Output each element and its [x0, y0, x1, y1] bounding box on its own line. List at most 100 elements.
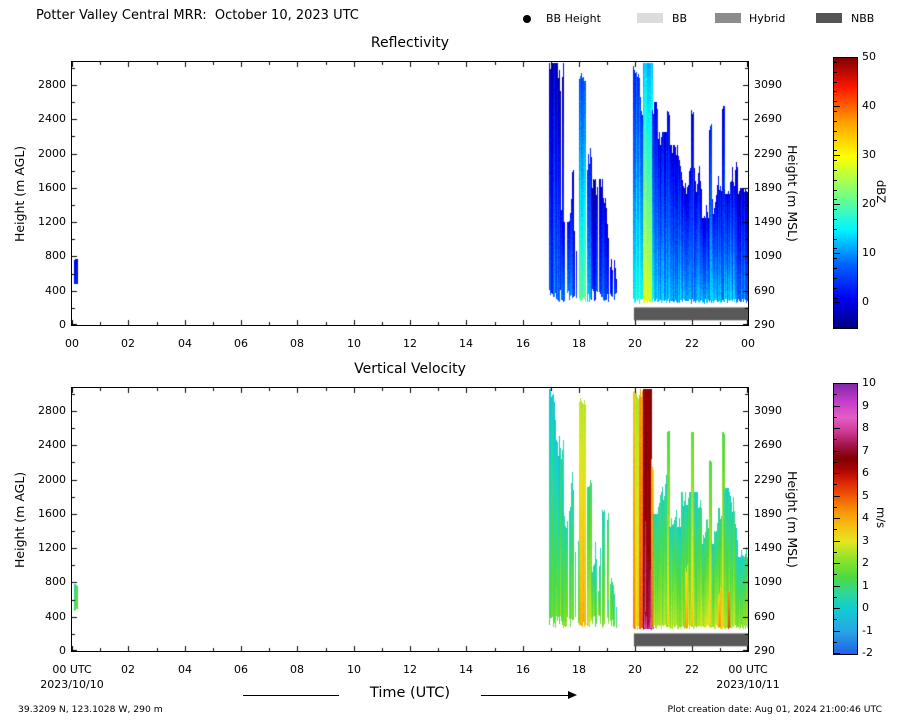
colorbar-tick-mark: [834, 608, 840, 609]
colorbar-tick-label: 4: [862, 511, 869, 524]
bb-swatch-icon: [637, 13, 663, 23]
agl-tick-label: 2400: [38, 438, 66, 451]
ms-colorbar: [833, 383, 858, 655]
colorbar-tick-mark: [834, 268, 837, 269]
colorbar-tick-mark: [834, 541, 840, 542]
colorbar-tick-mark: [834, 288, 837, 289]
colorbar-tick-mark: [834, 462, 837, 463]
colorbar-tick-mark: [834, 451, 840, 452]
time-tick-label: 08: [290, 337, 304, 350]
colorbar-tick-mark: [834, 383, 840, 384]
colorbar-tick-label: 2: [862, 556, 869, 569]
colorbar-tick-mark: [834, 170, 837, 171]
msl-tick-label: 2290: [754, 473, 782, 486]
agl-tick-label: 2800: [38, 78, 66, 91]
colorbar-tick-label: 10: [862, 376, 876, 389]
colorbar-tick-mark: [834, 552, 837, 553]
msl-tick-label: 1490: [754, 215, 782, 228]
colorbar-tick-mark: [834, 619, 837, 620]
time-tick-label: 18: [572, 337, 586, 350]
colorbar-tick-label: 5: [862, 489, 869, 502]
time-tick-label: 14: [459, 337, 473, 350]
agl-tick-label: 800: [45, 249, 66, 262]
colorbar-tick-mark: [834, 209, 837, 210]
colorbar-tick-mark: [834, 653, 840, 654]
colorbar-tick-label: 8: [862, 421, 869, 434]
colorbar-tick-mark: [834, 248, 837, 249]
msl-tick-label: 3090: [754, 404, 782, 417]
colorbar-tick-label: 10: [862, 246, 876, 259]
dbz-colorbar: [833, 57, 858, 329]
agl-tick-label: 1600: [38, 507, 66, 520]
colorbar-tick-label: 7: [862, 444, 869, 457]
colorbar-tick-label: 30: [862, 148, 876, 161]
nbb-swatch-icon: [816, 13, 842, 23]
time-arrow-line-left: [243, 695, 339, 696]
colorbar-tick-label: -2: [862, 646, 873, 659]
colorbar-tick-mark: [834, 631, 840, 632]
time-tick-label: 20: [628, 337, 642, 350]
colorbar-tick-mark: [834, 140, 837, 141]
reflectivity-msl-axis-label: Height (m MSL): [785, 145, 800, 242]
figure-title: Potter Valley Central MRR: October 10, 2…: [36, 8, 359, 23]
colorbar-tick-mark: [834, 507, 837, 508]
time-tick-label: 02: [121, 337, 135, 350]
colorbar-tick-mark: [834, 106, 840, 107]
agl-tick-label: 1600: [38, 181, 66, 194]
time-tick-label: 22: [685, 337, 699, 350]
colorbar-tick-mark: [834, 57, 840, 58]
msl-tick-label: 690: [754, 284, 775, 297]
colorbar-tick-mark: [834, 439, 837, 440]
colorbar-tick-mark: [834, 91, 837, 92]
time-tick-label: 04: [178, 337, 192, 350]
time-tick-label: 20: [628, 663, 642, 676]
colorbar-tick-label: 50: [862, 50, 876, 63]
legend-nbb-label: NBB: [851, 12, 875, 25]
colorbar-tick-mark: [834, 101, 837, 102]
colorbar-tick-mark: [834, 155, 840, 156]
agl-tick-label: 2000: [38, 147, 66, 160]
time-tick-label: 00 UTC: [728, 663, 768, 676]
colorbar-tick-mark: [834, 111, 837, 112]
start-date-label: 2023/10/10: [40, 678, 104, 691]
time-tick-label: 12: [403, 663, 417, 676]
time-tick-label: 10: [347, 337, 361, 350]
time-arrow-head-icon: [568, 691, 577, 699]
colorbar-tick-mark: [834, 529, 837, 530]
colorbar-tick-mark: [834, 484, 837, 485]
colorbar-tick-label: 0: [862, 601, 869, 614]
colorbar-tick-mark: [834, 394, 837, 395]
colorbar-tick-mark: [834, 406, 840, 407]
agl-tick-label: 1200: [38, 215, 66, 228]
time-tick-label: 00: [741, 337, 755, 350]
time-tick-label: 16: [516, 663, 530, 676]
agl-tick-label: 400: [45, 284, 66, 297]
time-tick-label: 02: [121, 663, 135, 676]
agl-tick-label: 2000: [38, 473, 66, 486]
colorbar-tick-mark: [834, 327, 837, 328]
dbz-unit-label: dBZ: [874, 180, 888, 204]
colorbar-tick-mark: [834, 258, 837, 259]
agl-tick-label: 2400: [38, 112, 66, 125]
agl-tick-label: 0: [59, 644, 66, 657]
colorbar-tick-mark: [834, 574, 837, 575]
colorbar-tick-mark: [834, 473, 840, 474]
msl-tick-label: 1090: [754, 575, 782, 588]
velocity-msl-axis-label: Height (m MSL): [785, 471, 800, 568]
reflectivity-panel-title: Reflectivity: [370, 35, 450, 51]
time-tick-label: 04: [178, 663, 192, 676]
time-tick-label: 12: [403, 337, 417, 350]
time-tick-label: 16: [516, 337, 530, 350]
colorbar-tick-mark: [834, 72, 837, 73]
msl-tick-label: 290: [754, 318, 775, 331]
colorbar-tick-mark: [834, 302, 840, 303]
colorbar-tick-mark: [834, 597, 837, 598]
colorbar-tick-label: 9: [862, 399, 869, 412]
plot-creation-date-label: Plot creation date: Aug 01, 2024 21:00:4…: [667, 704, 883, 715]
time-tick-label: 00: [65, 337, 79, 350]
bb-height-dot-icon: [523, 15, 531, 23]
msl-tick-label: 1090: [754, 249, 782, 262]
colorbar-tick-mark: [834, 417, 837, 418]
colorbar-tick-mark: [834, 204, 840, 205]
